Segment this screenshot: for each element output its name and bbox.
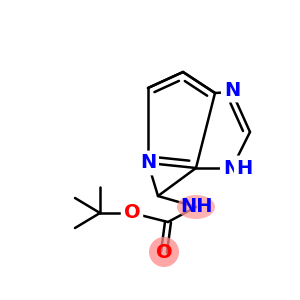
- Text: N: N: [140, 154, 156, 172]
- Text: H: H: [236, 158, 252, 178]
- Text: NH: NH: [180, 197, 212, 217]
- Text: O: O: [124, 203, 140, 223]
- Ellipse shape: [177, 195, 215, 219]
- Text: N: N: [223, 158, 239, 178]
- Text: N: N: [224, 80, 240, 100]
- Text: O: O: [156, 242, 172, 262]
- Ellipse shape: [149, 237, 179, 267]
